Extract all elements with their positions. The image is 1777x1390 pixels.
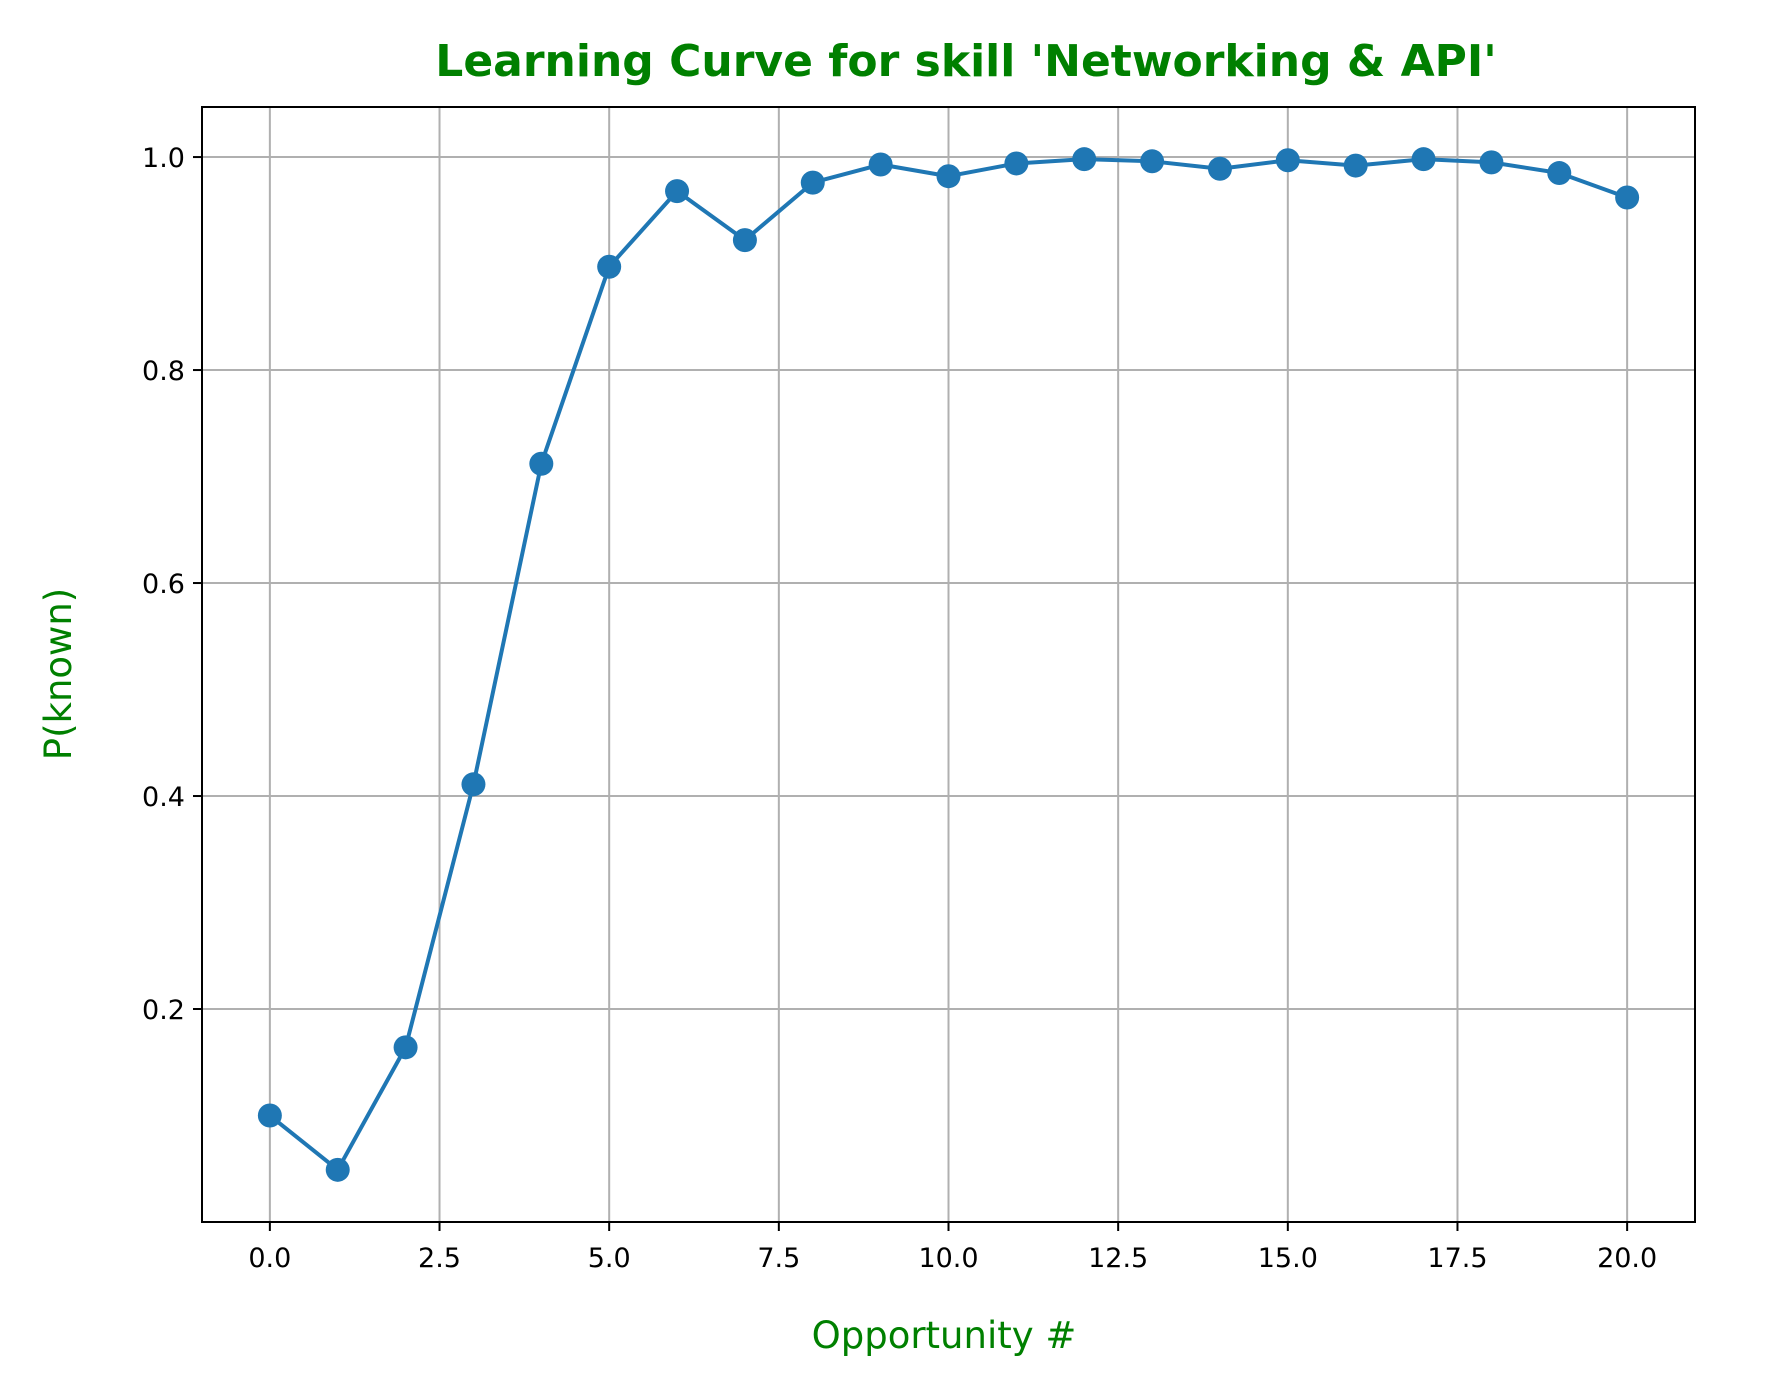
y-tick-label: 0.2 [142, 995, 185, 1026]
data-point [1615, 185, 1640, 210]
data-point [1140, 149, 1165, 174]
y-tick-label: 0.8 [142, 356, 185, 387]
y-tick-label: 0.6 [142, 569, 185, 600]
data-point [936, 164, 961, 189]
data-point [393, 1035, 418, 1060]
data-point [732, 228, 757, 253]
data-point [325, 1157, 350, 1182]
data-point [868, 152, 893, 177]
series-layer [257, 147, 1640, 1182]
x-tick-label: 7.5 [757, 1243, 800, 1274]
y-tick-label: 1.0 [142, 143, 185, 174]
x-tick-label: 20.0 [1597, 1243, 1657, 1274]
x-tick-label: 2.5 [418, 1243, 461, 1274]
x-axis-label: Opportunity # [812, 1314, 1077, 1357]
data-point [665, 179, 690, 204]
data-point [1479, 150, 1504, 175]
data-point [257, 1103, 282, 1128]
chart-title: Learning Curve for skill 'Networking & A… [435, 36, 1496, 87]
x-tick-label: 15.0 [1258, 1243, 1318, 1274]
x-tick-label: 12.5 [1088, 1243, 1148, 1274]
data-point [800, 170, 825, 195]
data-point [1547, 161, 1572, 186]
y-axis-label: P(known) [37, 588, 80, 760]
tick-layer: 0.0 2.5 5.0 7.5 10.0 12.5 15.0 17.5 20.0 0.2 0.4 0.… [142, 143, 1657, 1274]
x-tick-label: 0.0 [248, 1243, 291, 1274]
x-tick-label: 10.0 [918, 1243, 978, 1274]
x-tick-label: 17.5 [1427, 1243, 1487, 1274]
data-point [1275, 148, 1300, 173]
grid-lines [202, 107, 1695, 1222]
data-point [1207, 156, 1232, 181]
y-tick-label: 0.4 [142, 782, 185, 813]
x-tick-label: 5.0 [588, 1243, 631, 1274]
data-point [1004, 151, 1029, 176]
data-point [1072, 147, 1097, 172]
data-point [529, 451, 554, 476]
data-point [597, 254, 622, 279]
data-point [1343, 153, 1368, 178]
data-point [1411, 147, 1436, 172]
data-point [461, 772, 486, 797]
